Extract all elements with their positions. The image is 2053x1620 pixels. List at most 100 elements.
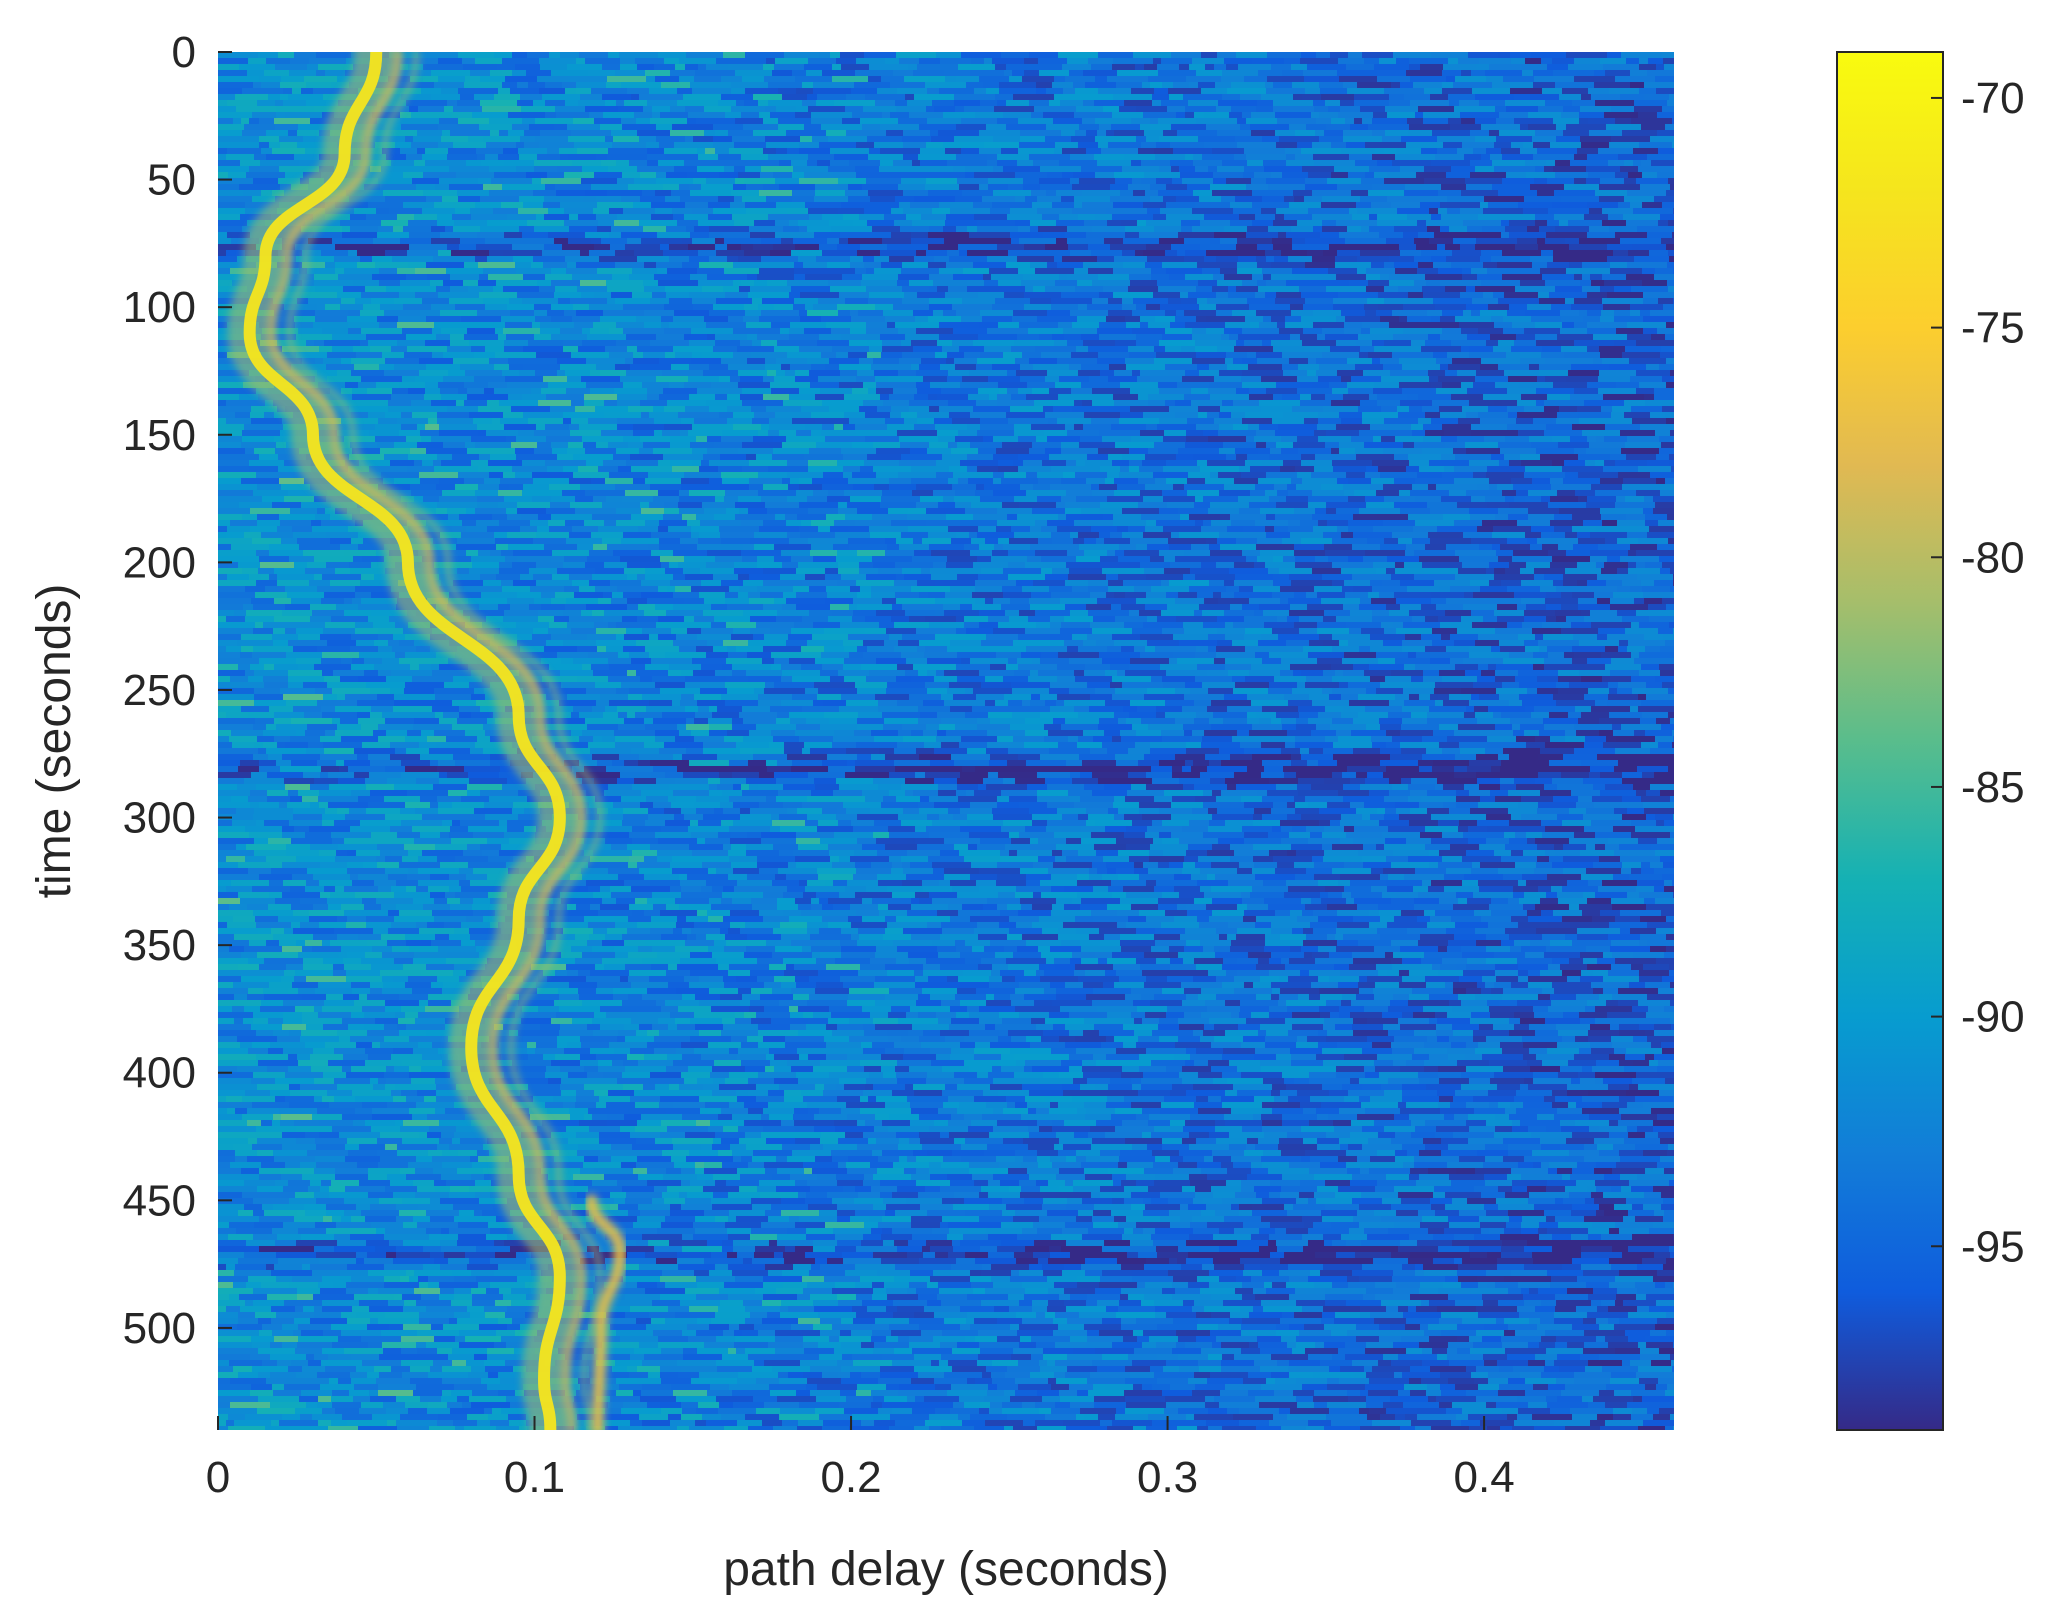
heatmap-cell (977, 358, 1015, 364)
heatmap-cell (781, 364, 790, 370)
heatmap-cell (1593, 334, 1609, 340)
heatmap-cell (385, 412, 401, 418)
heatmap-cell (815, 394, 844, 400)
heatmap-cell (1369, 394, 1377, 400)
heatmap-cell (959, 346, 984, 352)
heatmap-cell (1524, 328, 1560, 334)
heatmap-cell (586, 358, 625, 364)
heatmap-cell (283, 100, 306, 106)
heatmap-cell (447, 244, 459, 250)
heatmap-cell (1446, 172, 1470, 178)
heatmap-cell (759, 112, 770, 118)
heatmap-cell (1113, 514, 1141, 520)
heatmap-cell (1233, 250, 1265, 256)
heatmap-cell (218, 502, 239, 508)
heatmap-cell (389, 52, 418, 58)
heatmap-cell (425, 388, 440, 394)
heatmap-cell (706, 178, 735, 184)
heatmap-cell (1163, 496, 1195, 502)
heatmap-cell (939, 88, 974, 94)
heatmap-cell (574, 142, 612, 148)
heatmap-cell (1373, 436, 1381, 442)
heatmap-cell (655, 76, 679, 82)
heatmap-cell (947, 376, 962, 382)
heatmap-cell (1431, 214, 1441, 220)
heatmap-cell (713, 124, 743, 130)
heatmap-cell (1175, 412, 1198, 418)
heatmap-cell (1448, 118, 1461, 124)
heatmap-cell (1391, 82, 1400, 88)
heatmap-cell (366, 244, 381, 250)
heatmap-cell (1288, 520, 1300, 526)
heatmap-cell (1552, 436, 1570, 442)
heatmap-cell (1366, 466, 1378, 472)
heatmap-cell (768, 154, 808, 160)
heatmap-cell (800, 250, 822, 256)
heatmap-cell (1336, 220, 1377, 226)
heatmap-cell (1079, 124, 1099, 130)
heatmap-cell (1295, 274, 1336, 280)
heatmap-cell (280, 82, 306, 88)
heatmap-cell (425, 148, 448, 154)
heatmap-cell (789, 220, 798, 226)
heatmap-cell (461, 316, 501, 322)
heatmap-cell (685, 136, 693, 142)
heatmap-cell (1163, 436, 1186, 442)
heatmap-cell (1268, 184, 1305, 190)
heatmap-cell (891, 208, 903, 214)
heatmap-cell (1440, 412, 1466, 418)
heatmap-cell (337, 292, 361, 298)
heatmap-cell (489, 358, 508, 364)
heatmap-cell (260, 160, 299, 166)
heatmap-cell (1252, 220, 1273, 226)
heatmap-cell (434, 322, 469, 328)
heatmap-cell (483, 268, 496, 274)
heatmap-cell (828, 490, 844, 496)
heatmap-cell (1365, 496, 1384, 502)
heatmap-cell (761, 310, 799, 316)
heatmap-cell (235, 412, 250, 418)
heatmap-cell (1141, 514, 1180, 520)
heatmap-cell (727, 244, 741, 250)
heatmap-cell (954, 136, 993, 142)
heatmap-cell (490, 130, 499, 136)
heatmap-cell (1633, 208, 1673, 214)
heatmap-cell (948, 526, 978, 532)
heatmap-cell (1236, 388, 1249, 394)
heatmap-cell (678, 412, 719, 418)
heatmap-cell (218, 202, 245, 208)
heatmap-cell (463, 64, 497, 70)
heatmap-cell (1257, 262, 1271, 268)
heatmap-cell (1609, 142, 1639, 148)
heatmap-cell (879, 166, 920, 172)
heatmap-cell (928, 394, 937, 400)
heatmap-cell (412, 178, 439, 184)
heatmap-cell (914, 196, 955, 202)
heatmap-cell (1505, 496, 1514, 502)
heatmap-cell (1062, 148, 1086, 154)
heatmap-cell (775, 58, 808, 64)
heatmap-cell (1180, 514, 1189, 520)
heatmap-cell (1227, 526, 1243, 532)
heatmap-cell (1087, 454, 1108, 460)
heatmap-cell (1638, 166, 1674, 172)
heatmap-cell (1256, 310, 1291, 316)
heatmap-cell (1604, 460, 1615, 466)
heatmap-cell (1097, 160, 1131, 166)
heatmap-cell (294, 52, 316, 58)
heatmap-cell (585, 58, 620, 64)
heatmap-cell (1249, 394, 1273, 400)
heatmap-cell (1123, 238, 1159, 244)
heatmap-cell (807, 358, 829, 364)
heatmap-cell (997, 508, 1032, 514)
heatmap-cell (1437, 244, 1445, 250)
heatmap-cell (908, 526, 948, 532)
heatmap-cell (467, 388, 484, 394)
heatmap-cell (911, 478, 948, 484)
heatmap-cell (980, 352, 1003, 358)
heatmap-cell (1435, 154, 1464, 160)
heatmap-cell (1408, 514, 1443, 520)
heatmap-cell (630, 454, 663, 460)
heatmap-cell (1470, 160, 1492, 166)
heatmap-cell (1094, 100, 1124, 106)
